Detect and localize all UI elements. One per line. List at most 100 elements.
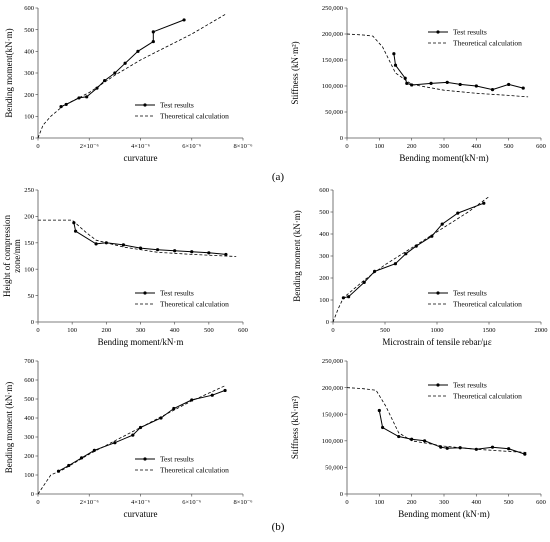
data-point (523, 452, 527, 456)
y-tick-label: 200 (319, 275, 329, 282)
caption-a: (a) (272, 171, 285, 183)
x-tick-label: 0 (36, 499, 39, 506)
y-tick-label: 500 (24, 396, 34, 403)
legend-marker (143, 291, 147, 295)
x-tick-label: 8×10⁻⁶ (233, 499, 252, 506)
x-tick-label: 600 (536, 143, 546, 150)
data-point (393, 262, 397, 266)
data-point (182, 18, 186, 22)
x-tick-label: 500 (504, 143, 514, 150)
x-tick-label: 6×10⁻⁶ (182, 499, 201, 506)
data-point (172, 406, 176, 411)
y-tick-label: 200 (24, 92, 34, 99)
data-point (439, 445, 443, 449)
y-tick-label: 50 (28, 293, 35, 300)
data-point (94, 242, 98, 246)
x-axis-label: Bending moment/kN·m (98, 337, 184, 347)
chart-panel-5: 0 2×10⁻⁶ 4×10⁻⁶ 6×10⁻⁶ 8×10⁻⁶ 0 100 200 300 400 50… (4, 358, 253, 519)
data-point (138, 246, 143, 250)
x-axis-label: curvature (124, 509, 158, 519)
y-tick-label: 0 (31, 135, 34, 142)
data-point (224, 252, 228, 257)
caption-b: (b) (272, 521, 285, 533)
legend-label: Theoretical calculation (453, 392, 522, 401)
y-tick-label: 200 (24, 453, 34, 460)
data-point (347, 295, 351, 299)
legend-label: Theoretical calculation (453, 300, 522, 309)
y-tick-label: 50,000 (325, 465, 343, 472)
y-tick-label: 100,000 (322, 83, 343, 90)
x-tick-label: 0 (345, 499, 348, 506)
y-axis-label: Bending moment (kN·m) (4, 382, 14, 474)
y-tick-label: 0 (340, 135, 343, 142)
chart-panel-2: 0 100 200 300 400 500 600 0 50,000 100,000 150,000… (290, 5, 546, 163)
data-point (123, 61, 127, 65)
y-tick-label: 200,000 (322, 31, 343, 38)
x-tick-label: 2×10⁻⁶ (80, 143, 99, 150)
y-tick-label: 600 (24, 5, 34, 12)
data-point (223, 388, 227, 393)
y-axis-label: Bending moment (kN·m) (292, 210, 302, 302)
legend-label: Theoretical calculation (160, 300, 229, 309)
legend-marker (143, 103, 147, 107)
y-tick-label: 100 (24, 114, 34, 121)
data-point (456, 211, 460, 215)
legend-marker (143, 457, 147, 461)
legend-marker (436, 291, 440, 295)
x-axis-label: Microstrain of tensile rebar/με (382, 337, 492, 347)
legend-label: Test results (453, 381, 487, 390)
data-point (92, 448, 96, 452)
data-point (404, 252, 408, 256)
series-line-theoretical (346, 33, 529, 98)
y-tick-label: 300 (24, 434, 34, 441)
x-tick-label: 300 (439, 499, 449, 506)
data-point (113, 71, 117, 75)
data-point (474, 84, 478, 88)
data-point (423, 439, 427, 443)
x-tick-label: 400 (471, 499, 481, 506)
series-line-theoretical (346, 387, 529, 453)
x-tick-label: 1000 (431, 327, 444, 334)
x-tick-label: 100 (374, 143, 384, 150)
x-tick-label: 0 (36, 143, 39, 150)
x-tick-label: 0 (36, 327, 39, 334)
data-point (95, 86, 99, 90)
data-point (210, 393, 214, 397)
data-point (151, 39, 155, 44)
x-tick-label: 400 (170, 327, 180, 334)
data-point (121, 243, 126, 247)
x-tick-label: 0 (331, 327, 334, 334)
y-tick-label: 0 (340, 491, 343, 498)
series-line-theoretical (38, 219, 237, 257)
x-tick-label: 200 (407, 143, 417, 150)
series-line-test (60, 19, 185, 108)
data-point (190, 250, 194, 254)
y-tick-label: 250 (24, 187, 34, 194)
data-point (507, 447, 511, 451)
legend-label: Theoretical calculation (453, 39, 522, 48)
data-point (362, 280, 366, 284)
data-point (440, 222, 444, 226)
y-tick-label: 600 (319, 187, 329, 194)
y-tick-label: 0 (326, 319, 329, 326)
y-tick-label: 150,000 (322, 57, 343, 64)
data-point (429, 81, 433, 85)
x-tick-label: 200 (407, 499, 417, 506)
data-point (85, 95, 89, 99)
y-tick-label: 100,000 (322, 438, 343, 445)
data-point (507, 82, 511, 87)
y-tick-label: 400 (24, 49, 34, 56)
data-point (393, 63, 398, 67)
x-tick-label: 8×10⁻⁶ (233, 143, 252, 150)
data-point (151, 30, 155, 34)
series-line-test (393, 53, 524, 91)
y-tick-label: 700 (24, 358, 34, 365)
legend-marker (436, 30, 440, 34)
legend-label: Theoretical calculation (160, 112, 229, 121)
x-tick-label: 2000 (535, 327, 548, 334)
x-tick-label: 100 (374, 499, 384, 506)
x-tick-label: 400 (471, 143, 481, 150)
legend-label: Test results (160, 289, 194, 298)
